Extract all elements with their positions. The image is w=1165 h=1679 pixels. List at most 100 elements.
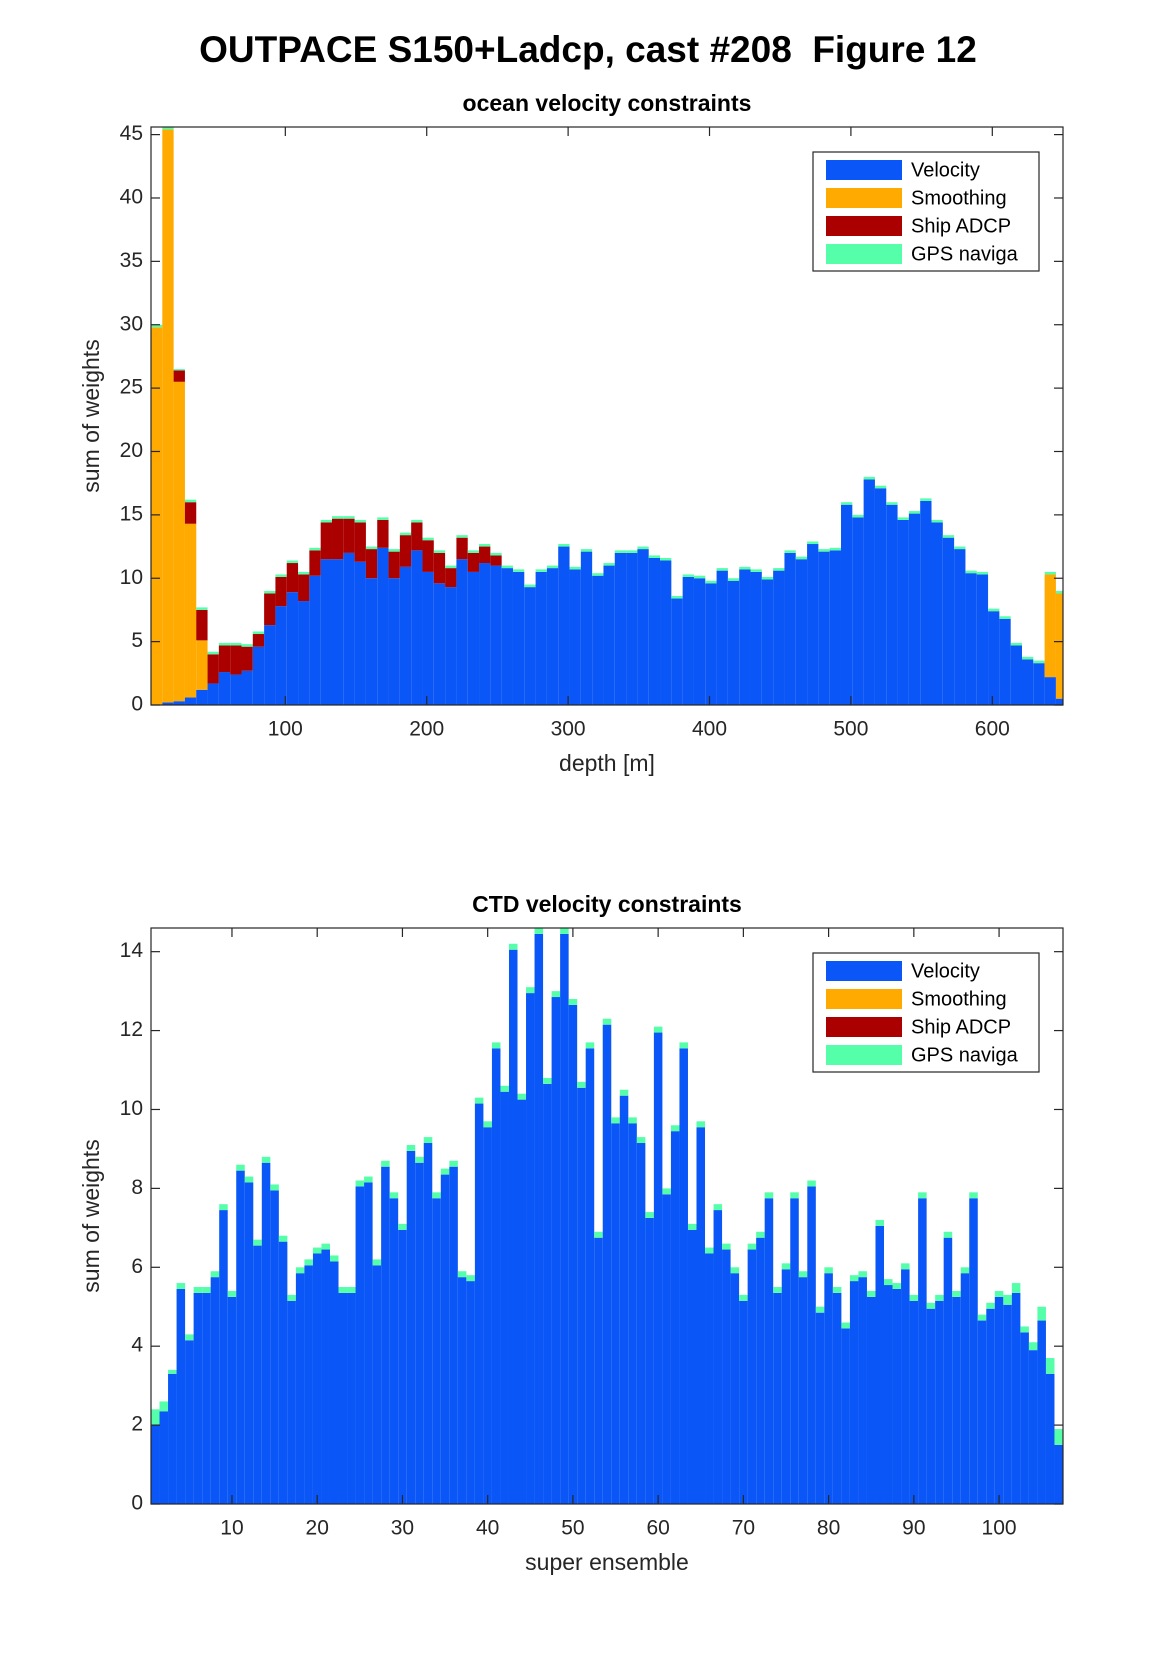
bar-segment [560, 928, 569, 934]
bar-segment [365, 549, 378, 579]
bar-segment [926, 1302, 936, 1309]
bar-segment [364, 1182, 373, 1504]
legend-swatch [826, 188, 902, 208]
bar-segment [312, 1253, 322, 1504]
bar-segment [739, 1294, 748, 1301]
bar-segment [398, 1223, 407, 1230]
bar-segment [790, 1192, 799, 1199]
y-tick-label: 10 [120, 566, 143, 589]
bar-segment [585, 1042, 595, 1049]
bar-segment [168, 1369, 177, 1374]
bar-segment [466, 1275, 475, 1282]
bar-segment [196, 640, 208, 690]
bar-segment [909, 1294, 919, 1301]
legend-label: Velocity [911, 960, 980, 982]
bar-segment [920, 498, 932, 501]
bar-segment [1010, 645, 1022, 705]
bar-segment [764, 1198, 774, 1504]
y-tick-label: 10 [120, 1097, 143, 1120]
bar-segment [253, 1245, 262, 1504]
bar-segment [807, 541, 819, 545]
bar-segment [372, 1259, 382, 1266]
bar-segment [1003, 1304, 1012, 1504]
bar-segment [546, 565, 559, 569]
y-tick-label: 30 [120, 312, 143, 335]
bar-segment [517, 1099, 527, 1504]
bar-segment [491, 1048, 501, 1504]
bar-segment [1045, 1373, 1055, 1504]
bar-segment [682, 574, 694, 577]
bar-segment [508, 949, 518, 1504]
bar-segment [440, 1168, 450, 1175]
bar-segment [696, 1121, 706, 1128]
bar-segment [1055, 590, 1063, 594]
bar-segment [275, 576, 287, 607]
bar-segment [1033, 663, 1045, 705]
bar-segment [815, 1306, 825, 1313]
bar-segment [354, 522, 366, 562]
bar-segment [218, 672, 231, 705]
bar-segment [628, 1123, 637, 1504]
bar-segment [422, 540, 434, 572]
bar-segment [781, 1263, 791, 1270]
bar-segment [660, 557, 672, 561]
legend-label: GPS naviga [911, 1044, 1019, 1066]
x-tick-label: 50 [561, 1517, 584, 1540]
bar-segment [722, 1249, 731, 1504]
bar-segment [875, 1219, 885, 1226]
bar-segment [628, 1117, 637, 1124]
bar-segment [355, 1180, 365, 1187]
bar-segment [512, 569, 525, 572]
bar-segment [162, 702, 174, 705]
bar-segment [270, 1190, 279, 1504]
bar-segment [415, 1162, 424, 1504]
bar-segment [892, 1288, 902, 1504]
bar-segment [569, 566, 581, 570]
bar-segment [1028, 1342, 1038, 1351]
bar-segment [705, 1247, 714, 1254]
bar-segment [241, 670, 253, 705]
bar-segment [474, 1097, 484, 1104]
bar-segment [244, 1182, 254, 1504]
bar-segment [1011, 1292, 1021, 1504]
bar-segment [841, 1322, 850, 1329]
bar-segment [467, 571, 480, 705]
bar-segment [304, 1265, 313, 1504]
bar-segment [196, 607, 208, 610]
bar-segment [338, 1287, 348, 1293]
bar-segment [756, 1231, 765, 1238]
bar-segment [969, 1192, 978, 1199]
bar-segment [202, 1287, 211, 1293]
bar-segment [1021, 659, 1034, 705]
bar-segment [184, 697, 197, 705]
bar-segment [264, 625, 276, 705]
bar-segment [304, 1259, 313, 1266]
bar-segment [227, 1296, 237, 1504]
bar-segment [705, 1253, 714, 1504]
bar-segment [210, 1271, 220, 1278]
bar-segment [662, 1194, 671, 1504]
bar-segment [377, 519, 389, 548]
x-tick-label: 70 [732, 1517, 755, 1540]
legend-label: Velocity [911, 159, 980, 181]
bar-segment [433, 550, 446, 553]
bar-segment [824, 1273, 833, 1504]
bar-segment [534, 928, 544, 934]
bar-segment [445, 565, 457, 569]
bar-segment [931, 519, 943, 523]
bar-segment [960, 1273, 970, 1504]
bar-segment [798, 1277, 808, 1504]
bar-segment [773, 1292, 782, 1504]
bar-segment [747, 1243, 757, 1250]
bar-segment [286, 592, 299, 705]
bar-segment [261, 1156, 271, 1163]
bar-segment [795, 556, 808, 560]
bar-segment [524, 587, 536, 705]
bar-segment [952, 1290, 961, 1297]
bar-segment [377, 547, 389, 705]
bar-segment [645, 1217, 654, 1504]
bar-segment [807, 1186, 816, 1504]
bar-segment [614, 552, 627, 705]
bar-segment [965, 573, 977, 705]
